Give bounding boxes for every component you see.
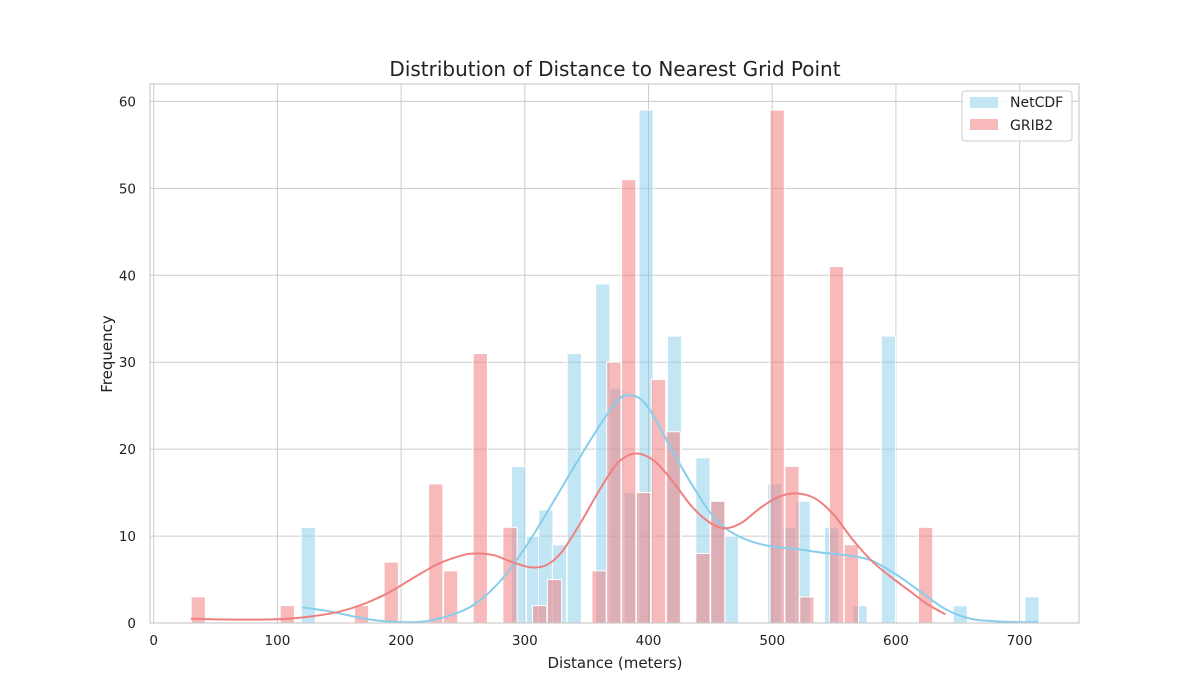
- x-tick-label: 400: [636, 633, 662, 649]
- bar-grib2: [383, 561, 399, 624]
- bar-grib2: [428, 483, 444, 624]
- y-tick-label: 50: [119, 181, 136, 197]
- bar-netcdf: [1024, 596, 1040, 624]
- y-tick-label: 30: [119, 355, 136, 371]
- kde-curves: [190, 394, 1039, 624]
- y-tick-label: 40: [119, 268, 136, 284]
- x-tick-label: 500: [759, 633, 785, 649]
- bar-grib2: [606, 361, 622, 624]
- y-tick-labels: 0 10 20 30 40 50 60: [119, 94, 136, 632]
- legend-label-grib2: GRIB2: [1010, 118, 1053, 134]
- y-tick-label: 10: [119, 529, 136, 545]
- bar-grib2: [472, 353, 488, 624]
- x-tick-label: 300: [512, 633, 538, 649]
- x-tick-label: 100: [265, 633, 291, 649]
- x-tick-label: 600: [883, 633, 909, 649]
- bar-grib2: [799, 596, 815, 624]
- y-tick-label: 20: [119, 442, 136, 458]
- kde-line-netcdf: [302, 394, 1039, 624]
- kde-line-grib2: [190, 452, 946, 621]
- legend-swatch-netcdf: [970, 97, 998, 108]
- x-tick-labels: 0 100 200 300 400 500 600 700: [149, 633, 1032, 649]
- bar-netcdf: [566, 353, 582, 624]
- x-tick-label: 0: [149, 633, 158, 649]
- y-tick-label: 0: [127, 616, 136, 632]
- bar-grib2: [591, 570, 607, 624]
- bar-grib2: [353, 605, 370, 624]
- bar-grib2: [695, 552, 711, 624]
- x-tick-label: 200: [388, 633, 414, 649]
- bar-grib2: [828, 266, 845, 624]
- chart-title: Distribution of Distance to Nearest Grid…: [389, 57, 840, 81]
- x-tick-label: 700: [1007, 633, 1033, 649]
- bar-grib2: [710, 500, 726, 624]
- bar-grib2: [279, 605, 295, 624]
- legend-swatch-grib2: [970, 119, 998, 130]
- bar-grib2: [546, 579, 563, 624]
- legend: NetCDF GRIB2: [961, 90, 1073, 142]
- bar-grib2: [532, 605, 548, 624]
- bar-grib2: [784, 466, 800, 624]
- y-axis-label: Frequency: [98, 315, 116, 393]
- bar-grib2: [635, 492, 652, 624]
- bar-grib2: [621, 179, 637, 624]
- legend-label-netcdf: NetCDF: [1010, 95, 1063, 111]
- plot-frame: [149, 83, 1080, 624]
- bar-grib2: [917, 526, 934, 624]
- x-axis-label: Distance (meters): [548, 654, 683, 672]
- bar-netcdf: [723, 535, 740, 624]
- y-tick-label: 60: [119, 94, 136, 110]
